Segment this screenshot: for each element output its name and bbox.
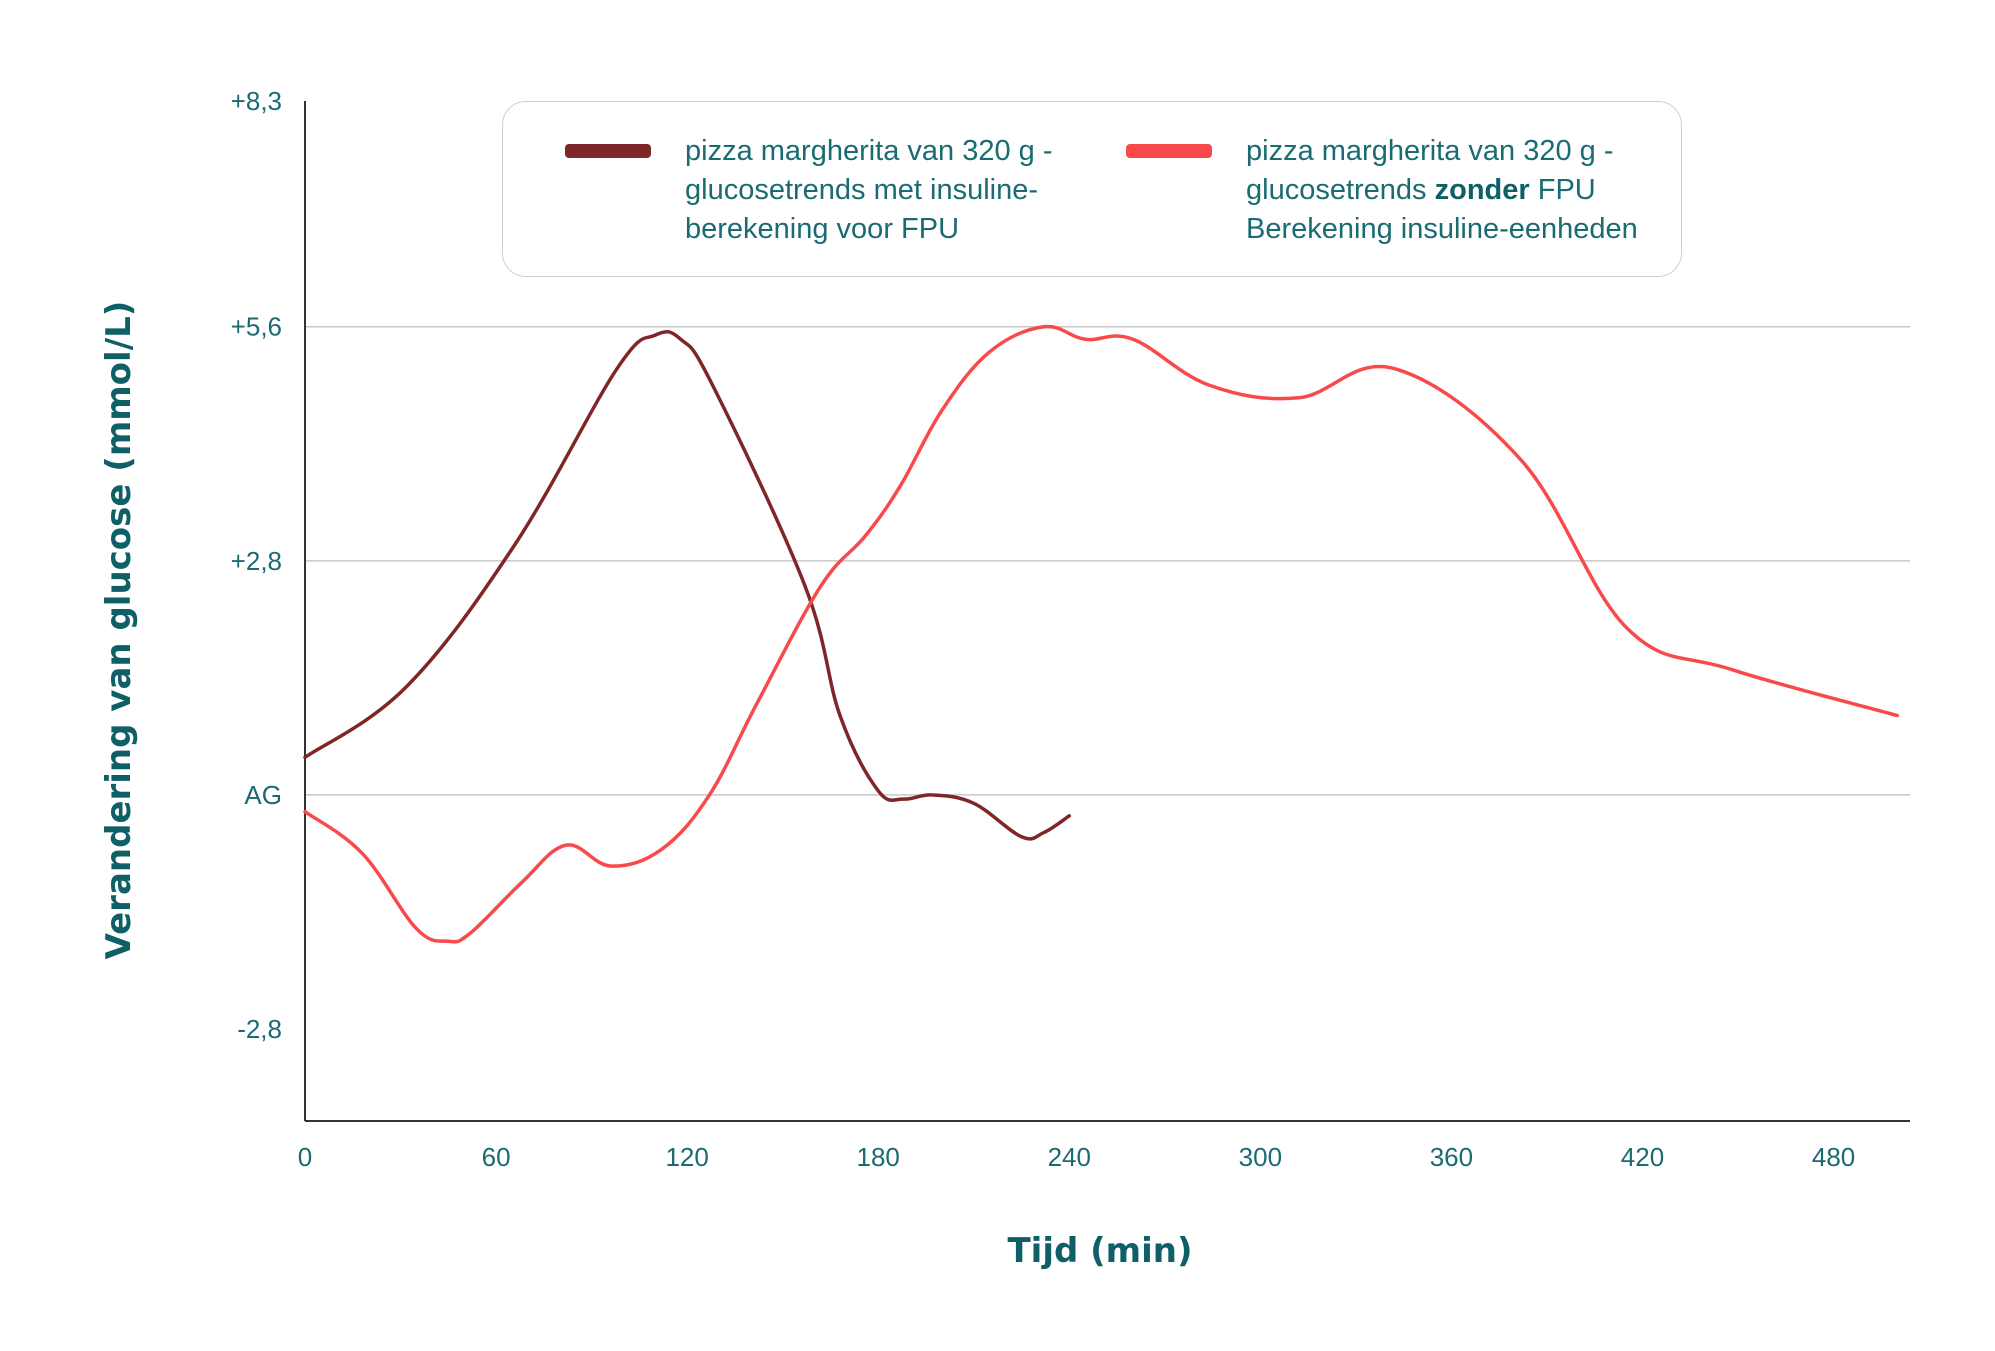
x-tick-label: 120: [665, 1142, 708, 1172]
series-line-zonder-fpu: [303, 324, 1900, 944]
legend: pizza margherita van 320 g - glucosetren…: [502, 101, 1682, 277]
x-tick-label: 300: [1239, 1142, 1282, 1172]
legend-swatch-met-fpu: [565, 144, 651, 158]
legend-label-met-fpu: pizza margherita van 320 g - glucosetren…: [685, 132, 1125, 249]
legend-label-line: Berekening insuline-eenheden: [1246, 213, 1638, 245]
y-tick-label: -2,8: [237, 1014, 282, 1044]
x-tick-label: 240: [1048, 1142, 1091, 1172]
x-tick-label: 180: [857, 1142, 900, 1172]
x-axis-title: Tijd (min): [1007, 1231, 1192, 1271]
legend-label-emphasis: zonder: [1434, 174, 1530, 206]
legend-label-line: glucosetrends: [1246, 174, 1435, 206]
x-tick-label: 420: [1621, 1142, 1664, 1172]
y-tick-label: +8,3: [231, 86, 282, 116]
y-tick-label: +2,8: [231, 546, 282, 576]
x-tick-label: 480: [1812, 1142, 1855, 1172]
x-tick-label: 60: [482, 1142, 511, 1172]
y-axis-title: Verandering van glucose (mmol/L): [99, 301, 139, 960]
series-lines: [303, 324, 1900, 944]
legend-label-zonder-fpu: pizza margherita van 320 g - glucosetren…: [1246, 132, 1686, 249]
x-tick-label: 0: [298, 1142, 312, 1172]
legend-label-line: glucosetrends met insuline-: [685, 174, 1039, 206]
y-tick-label: +5,6: [231, 312, 282, 342]
grid-lines: [305, 325, 1910, 796]
legend-swatch-zonder-fpu: [1126, 144, 1212, 158]
legend-label-line: berekening voor FPU: [685, 213, 960, 245]
series-line-met-fpu: [303, 329, 1072, 841]
x-tick-label: 360: [1430, 1142, 1473, 1172]
x-tick-labels: 0 60 120 180 240 300 360 420 480: [298, 1142, 1856, 1172]
y-tick-labels: +8,3 +5,6 +2,8 AG -2,8: [231, 86, 282, 1044]
y-tick-label: AG: [244, 780, 282, 810]
legend-label-line: FPU: [1529, 174, 1596, 206]
legend-label-line: pizza margherita van 320 g -: [685, 135, 1053, 167]
legend-label-line: pizza margherita van 320 g -: [1246, 135, 1614, 167]
